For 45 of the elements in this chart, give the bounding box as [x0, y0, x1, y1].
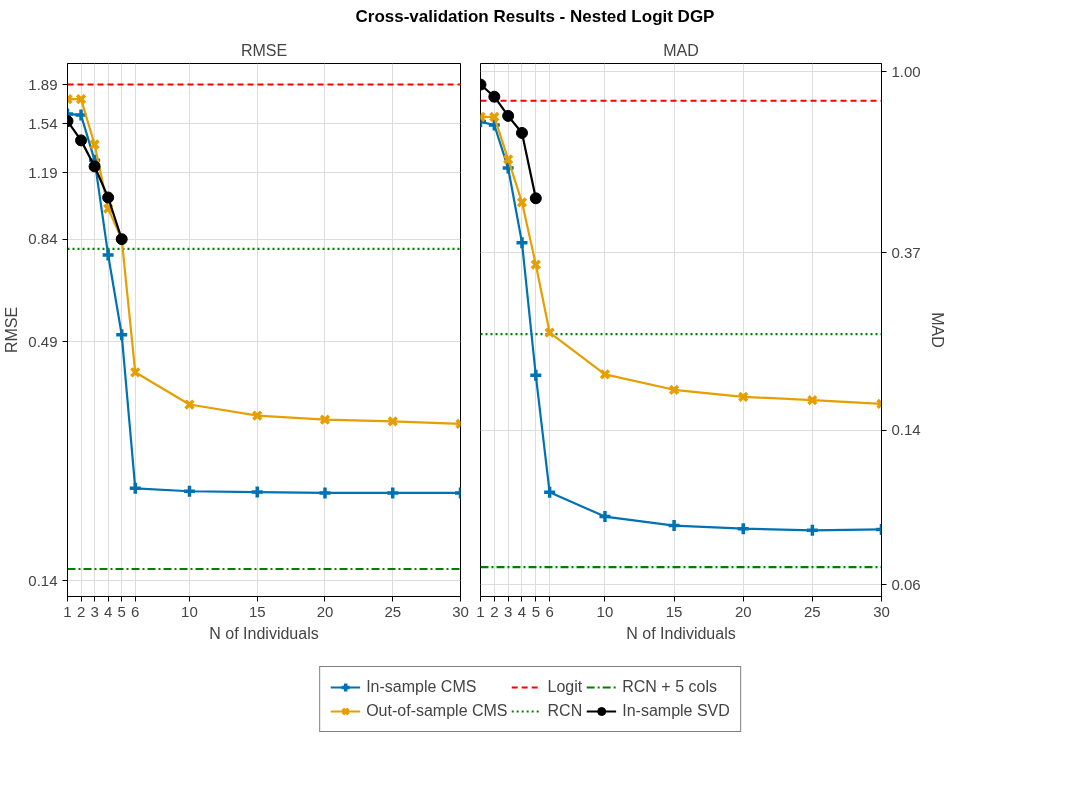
x-tick-label: 15	[248, 602, 266, 620]
x-tick-label: 1	[63, 602, 72, 620]
y2-tick-label: 0.37	[891, 244, 921, 262]
chart-title: MAD	[663, 41, 699, 59]
legend-label: In-sample CMS	[366, 678, 477, 697]
x-tick-label: 6	[545, 602, 554, 620]
x-tick-label: 10	[596, 602, 614, 620]
legend-label: RCN	[547, 702, 583, 721]
y-tick-label: 1.19	[28, 164, 58, 182]
x-tick-label: 3	[90, 602, 99, 620]
x-tick-label: 2	[76, 602, 86, 620]
x-tick-label: 4	[517, 602, 527, 620]
x-tick-label: 15	[665, 602, 683, 620]
text: Cross-validation Results - Nested Logit DGP	[355, 6, 715, 28]
x-tick-label: 5	[531, 602, 540, 620]
legend-label: Out-of-sample CMS	[366, 702, 508, 721]
x-axis-title: N of Individuals	[626, 624, 736, 642]
y-tick-label: 0.49	[28, 333, 58, 351]
y-tick-label: 1.54	[28, 114, 58, 132]
x-tick-label: 25	[804, 602, 821, 620]
x-tick-label: 5	[117, 602, 126, 620]
y2-axis-title: MAD	[928, 312, 946, 349]
legend-label: In-sample SVD	[622, 702, 730, 721]
y2-tick-label: 1.00	[891, 62, 921, 80]
x-tick-label: 4	[103, 602, 113, 620]
x-tick-label: 20	[316, 602, 334, 620]
x-axis-title: N of Individuals	[209, 624, 319, 642]
y-tick-label: 1.89	[28, 75, 58, 93]
x-tick-label: 3	[503, 602, 513, 620]
x-tick-label: 20	[734, 602, 752, 620]
y-axis-title: RMSE	[3, 307, 21, 354]
y-tick-label: 0.84	[28, 230, 58, 248]
x-tick-label: 30	[452, 602, 469, 620]
legend-label: Logit	[547, 678, 583, 697]
x-tick-label: 30	[873, 602, 890, 620]
y-tick-label: 0.14	[28, 572, 58, 590]
legend-label: RCN + 5 cols	[622, 678, 717, 697]
x-tick-label: 25	[384, 602, 402, 620]
chart-title: RMSE	[240, 41, 288, 59]
y2-tick-label: 0.14	[891, 421, 921, 439]
x-tick-label: 1	[476, 602, 485, 620]
x-tick-label: 2	[490, 602, 499, 620]
y2-tick-label: 0.06	[891, 575, 921, 593]
x-tick-label: 6	[131, 602, 140, 620]
x-tick-label: 10	[181, 602, 198, 620]
